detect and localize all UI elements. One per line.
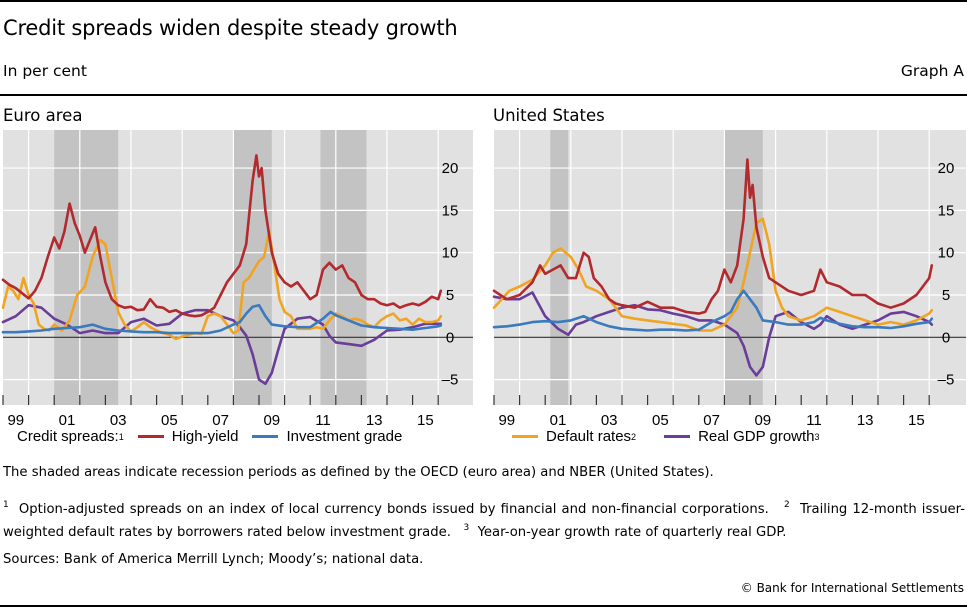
panel-title-euro-area: Euro area [3,106,83,125]
legend-prefix-text: Credit spreads: [17,428,119,445]
units-label: In per cent [3,62,87,80]
x-tick-label: 13 [857,412,874,425]
bottom-rule [0,605,967,607]
y-tick-label: 10 [442,245,459,262]
y-tick-label: –5 [938,372,955,389]
footnote-2-marker: 2 [784,500,790,510]
x-tick-label: 03 [601,412,618,425]
legend-prefix: Credit spreads: 1 [17,428,124,445]
x-tick-label: 07 [212,412,229,425]
legend-prefix-sup: 1 [118,431,124,442]
x-tick-label: 15 [417,412,434,425]
header-rule [0,94,967,96]
legend-left: Credit spreads: 1 High-yield Investment g… [17,428,416,445]
graph-id-label: Graph A [900,62,964,80]
top-rule [0,0,967,2]
copyright: © Bank for International Settlements [740,581,964,595]
legend-item-high-yield: High-yield [137,428,239,445]
y-tick-label: 0 [446,329,454,346]
x-tick-label: 01 [550,412,567,425]
legend-label-investment-grade: Investment grade [286,428,403,445]
y-tick-label: 15 [442,202,459,219]
footnote-2: Trailing 12-month issuer-weighted defaul… [3,502,966,540]
series-line-default-rates [492,217,934,332]
series-line-high-yield [492,158,934,315]
legend-item-investment-grade: Investment grade [252,428,402,445]
footnote-3-marker: 3 [463,523,470,533]
y-tick-label: 15 [938,202,955,219]
y-tick-label: 5 [446,287,454,304]
x-tick-label: 11 [806,412,822,425]
y-tick-label: –5 [442,372,459,389]
legend-label-high-yield: High-yield [171,428,239,445]
y-tick-label: 20 [442,160,459,177]
recession-band [724,130,763,405]
y-tick-label: 0 [942,329,950,346]
legend-label-default-rates: Default rates [546,428,632,445]
sources-note: Sources: Bank of America Merrill Lynch; … [3,552,424,567]
recession-band [54,130,119,405]
x-tick-label: 09 [263,412,280,425]
footnote-1: Option-adjusted spreads on an index of l… [18,502,769,517]
x-tick-label: 15 [908,412,925,425]
chart-title: Credit spreads widen despite steady grow… [3,16,458,40]
x-tick-label: 99 [498,412,515,425]
series-line-default-rates [1,230,443,341]
panel-title-united-states: United States [493,106,605,125]
legend-sup-real-gdp-growth: 3 [814,431,820,442]
legend-swatch-high-yield [137,435,164,438]
x-tick-label: 05 [161,412,178,425]
shaded-areas-note: The shaded areas indicate recession peri… [3,465,714,480]
x-tick-label: 01 [59,412,76,425]
x-tick-label: 07 [703,412,720,425]
legend-right: Default rates 2 Real GDP growth 3 [512,428,834,445]
footnote-3: Year-on-year growth rate of quarterly re… [477,525,787,540]
legend-label-real-gdp-growth: Real GDP growth [698,428,815,445]
y-tick-label: 20 [938,160,955,177]
series-line-investment-grade [1,303,443,335]
series-line-high-yield [1,154,443,318]
x-tick-label: 09 [754,412,771,425]
legend-swatch-investment-grade [252,435,279,438]
x-tick-label: 11 [315,412,331,425]
series-line-real-gdp-growth [1,303,443,386]
x-tick-label: 99 [7,412,24,425]
footnote-1-marker: 1 [3,500,9,510]
x-tick-label: 13 [366,412,383,425]
y-tick-label: 10 [938,245,955,262]
legend-item-default-rates: Default rates 2 [512,428,636,445]
footnotes: 1 Option-adjusted spreads on an index of… [3,496,965,542]
x-tick-label: 03 [110,412,127,425]
legend-item-real-gdp-growth: Real GDP growth 3 [664,428,820,445]
legend-swatch-real-gdp-growth [664,435,691,438]
x-tick-label: 05 [652,412,669,425]
legend-swatch-default-rates [512,435,538,438]
legend-sup-default-rates: 2 [631,431,637,442]
series-line-investment-grade [492,289,934,332]
y-tick-label: 5 [942,287,950,304]
